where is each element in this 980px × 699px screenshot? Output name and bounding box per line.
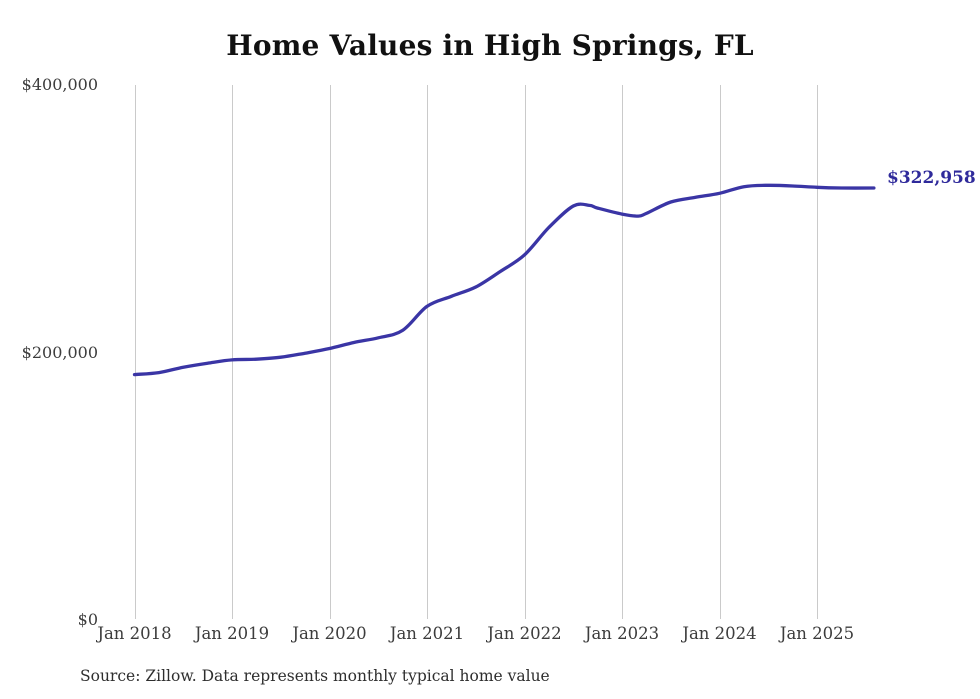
x-axis-tick-label: Jan 2019 <box>194 624 270 643</box>
source-note: Source: Zillow. Data represents monthly … <box>80 667 550 685</box>
final-value-label: $322,958 <box>887 168 976 188</box>
chart-title: Home Values in High Springs, FL <box>226 29 754 62</box>
x-axis-tick-label: Jan 2022 <box>487 624 562 643</box>
y-axis-tick-label: $0 <box>77 610 98 629</box>
x-axis-tick-label: Jan 2018 <box>97 624 172 643</box>
x-axis-tick-label: Jan 2021 <box>389 624 465 643</box>
gridlines <box>135 85 818 619</box>
x-axis-tick-label: Jan 2025 <box>779 624 855 643</box>
x-axis-tick-label: Jan 2023 <box>584 624 660 643</box>
x-axis-tick-label: Jan 2020 <box>292 624 367 643</box>
y-axis-tick-label: $400,000 <box>21 75 98 94</box>
x-axis-tick-label: Jan 2024 <box>682 624 757 643</box>
home-value-line <box>132 183 876 377</box>
y-axis-tick-label: $200,000 <box>21 342 98 362</box>
